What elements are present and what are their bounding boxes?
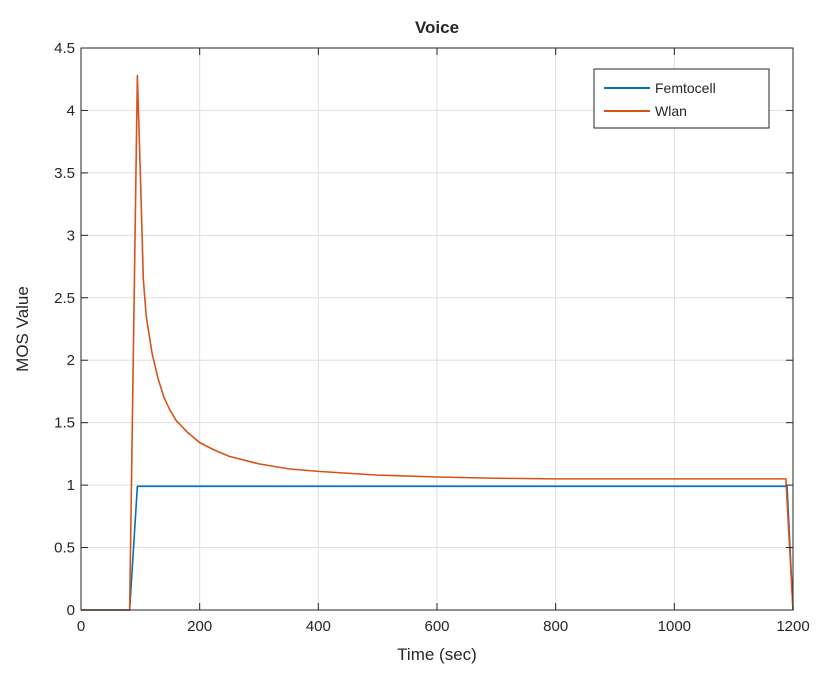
y-tick-label: 4 [67, 102, 75, 119]
chart-title: Voice [415, 18, 459, 37]
x-tick-label: 1000 [658, 618, 691, 635]
x-tick-label: 1200 [776, 618, 809, 635]
axis-ticks [80, 47, 794, 611]
x-tick-label: 0 [77, 618, 85, 635]
y-tick-label: 2 [67, 352, 75, 369]
x-tick-label: 400 [306, 618, 331, 635]
legend-label-wlan: Wlan [655, 103, 687, 119]
y-tick-label: 2.5 [54, 290, 75, 307]
y-tick-label: 4.5 [54, 40, 75, 57]
legend: Femtocell Wlan [593, 68, 770, 129]
y-tick-label: 1.5 [54, 415, 75, 432]
y-tick-label: 0 [67, 602, 75, 619]
y-tick-label: 1 [67, 477, 75, 494]
x-axis-label: Time (sec) [397, 645, 477, 664]
legend-label-femtocell: Femtocell [655, 80, 716, 96]
x-tick-label: 800 [543, 618, 568, 635]
y-tick-label: 3.5 [54, 165, 75, 182]
y-tick-label: 3 [67, 227, 75, 244]
grid-lines [81, 48, 793, 610]
y-tick-label: 0.5 [54, 540, 75, 557]
x-tick-label: 200 [187, 618, 212, 635]
y-axis-label: MOS Value [13, 286, 32, 372]
axis-tick-labels: 0 200 400 600 800 1000 1200 0 0.5 1 1.5 2 2.5 3 3.5 4 4.… [54, 40, 810, 635]
series-line-wlan [81, 74, 794, 611]
legend-box [593, 68, 770, 129]
x-tick-label: 600 [424, 618, 449, 635]
